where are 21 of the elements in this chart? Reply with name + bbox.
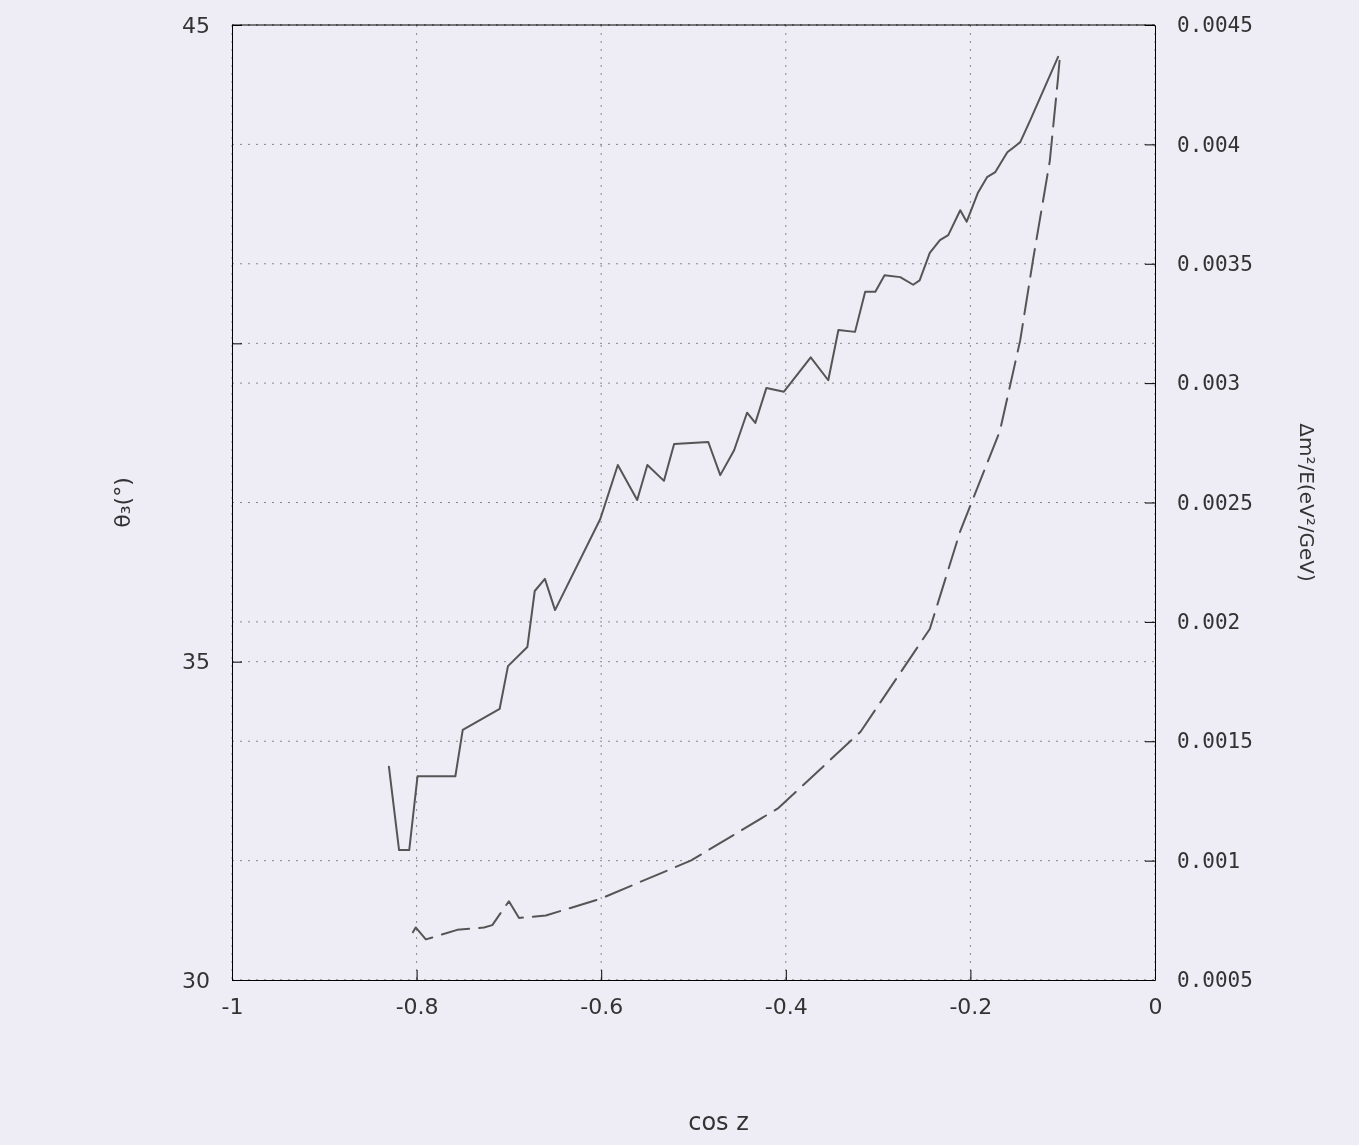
y2-tick-label: 0.003 [1177,371,1241,396]
y-tick-label: 35 [182,649,210,675]
x-tick-label: -0.4 [764,993,808,1019]
y2-axis-title: Δm²/E(eV²/GeV) [1295,423,1319,582]
y2-tick-label: 0.0005 [1177,968,1253,993]
y2-tick-label: 0.0035 [1177,251,1253,276]
x-tick-label: -0.6 [580,993,624,1019]
y-tick-label: 45 [182,12,210,38]
y2-tick-label: 0.0015 [1177,729,1253,754]
y-axis-title: θ₃(°) [110,477,135,528]
y2-tick-label: 0.004 [1177,132,1241,157]
x-tick-label: -0.2 [949,993,993,1019]
x-axis-title: cos z [688,1108,749,1136]
x-tick-label: -1 [221,993,244,1019]
y2-tick-label: 0.001 [1177,848,1241,873]
x-tick-label: -0.8 [395,993,439,1019]
x-tick-label: 0 [1148,993,1163,1019]
y2-tick-label: 0.0045 [1177,13,1253,38]
y2-tick-label: 0.0025 [1177,490,1253,515]
y-tick-label: 30 [182,967,210,993]
y2-tick-label: 0.002 [1177,610,1241,635]
